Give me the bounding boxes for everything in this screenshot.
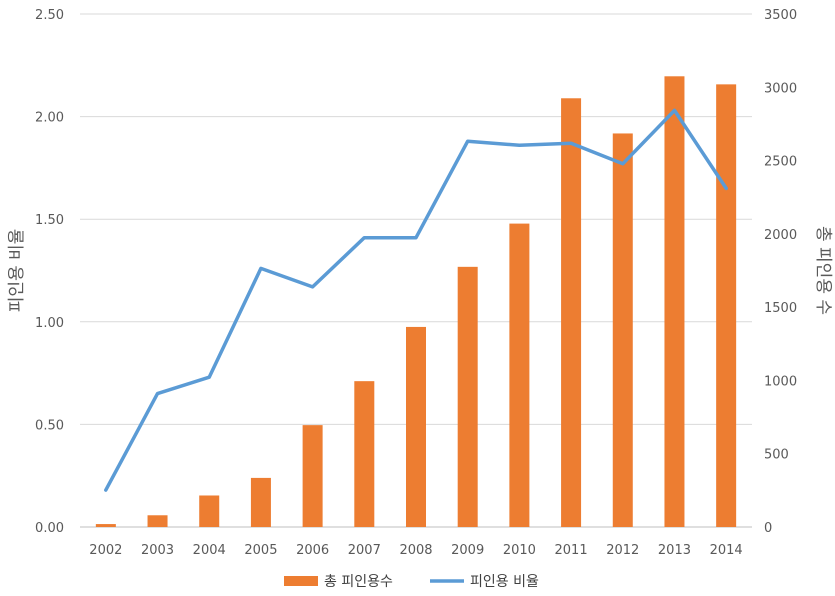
right-y-tick-label: 3000: [764, 81, 797, 96]
x-tick-label: 2011: [555, 543, 588, 558]
bar-2013: [664, 76, 685, 528]
x-tick-label: 2010: [503, 543, 536, 558]
bar-2003: [147, 515, 168, 527]
right-y-axis-title: 총 피인용 수: [813, 226, 833, 315]
line-series-citation-ratio: [104, 108, 728, 492]
bar-series-total-citations: [95, 76, 737, 528]
bar-2009: [457, 266, 478, 527]
bar-2005: [250, 477, 271, 527]
left-y-tick-label: 2.00: [35, 111, 64, 126]
x-tick-label: 2013: [658, 543, 691, 558]
right-y-tick-label: 500: [764, 448, 789, 463]
bar-2004: [199, 495, 220, 527]
bar-2011: [561, 98, 582, 528]
right-y-tick-label: 3500: [764, 8, 797, 23]
bar-2014: [716, 84, 737, 528]
legend-bar-swatch: [284, 576, 318, 586]
legend-bar-label: 총 피인용수: [324, 574, 393, 590]
bar-2002: [95, 524, 116, 527]
left-y-tick-label: 2.50: [35, 8, 64, 23]
x-tick-label: 2003: [141, 543, 174, 558]
bar-2006: [302, 425, 323, 527]
left-y-tick-label: 1.00: [35, 316, 64, 331]
left-y-axis-title: 피인용 비율: [7, 229, 27, 313]
x-tick-label: 2009: [451, 543, 484, 558]
left-y-tick-label: 0.50: [35, 418, 64, 433]
x-tick-label: 2014: [710, 543, 743, 558]
right-y-tick-label: 1500: [764, 301, 797, 316]
bar-2007: [354, 381, 375, 527]
left-y-tick-label: 1.50: [35, 213, 64, 228]
right-y-tick-label: 0: [764, 521, 772, 536]
x-tick-label: 2008: [399, 543, 432, 558]
bar-2008: [406, 326, 426, 527]
x-tick-label: 2007: [348, 543, 381, 558]
right-y-tick-label: 2000: [764, 228, 797, 243]
left-y-axis-ticks: 0.00 0.50 1.00 1.50 2.00 2.50: [35, 8, 64, 536]
x-tick-label: 2004: [193, 543, 226, 558]
legend-line-label: 피인용 비율: [470, 574, 539, 590]
left-y-tick-label: 0.00: [35, 521, 64, 536]
right-y-axis-ticks: 0 500 1000 1500 2000 2500 3000 3500: [764, 8, 797, 536]
right-y-tick-label: 2500: [764, 155, 797, 170]
bar-2010: [509, 223, 530, 527]
x-tick-label: 2006: [296, 543, 329, 558]
bar-2012: [612, 133, 633, 527]
x-axis-ticks: 2002 2003 2004 2005 2006 2007 2008 2009 2010 2011…: [89, 543, 742, 558]
x-tick-label: 2005: [244, 543, 277, 558]
legend: 총 피인용수 피인용 비율: [284, 574, 539, 590]
x-tick-label: 2002: [89, 543, 122, 558]
gridlines: [80, 13, 752, 528]
right-y-tick-label: 1000: [764, 374, 797, 389]
x-tick-label: 2012: [606, 543, 639, 558]
